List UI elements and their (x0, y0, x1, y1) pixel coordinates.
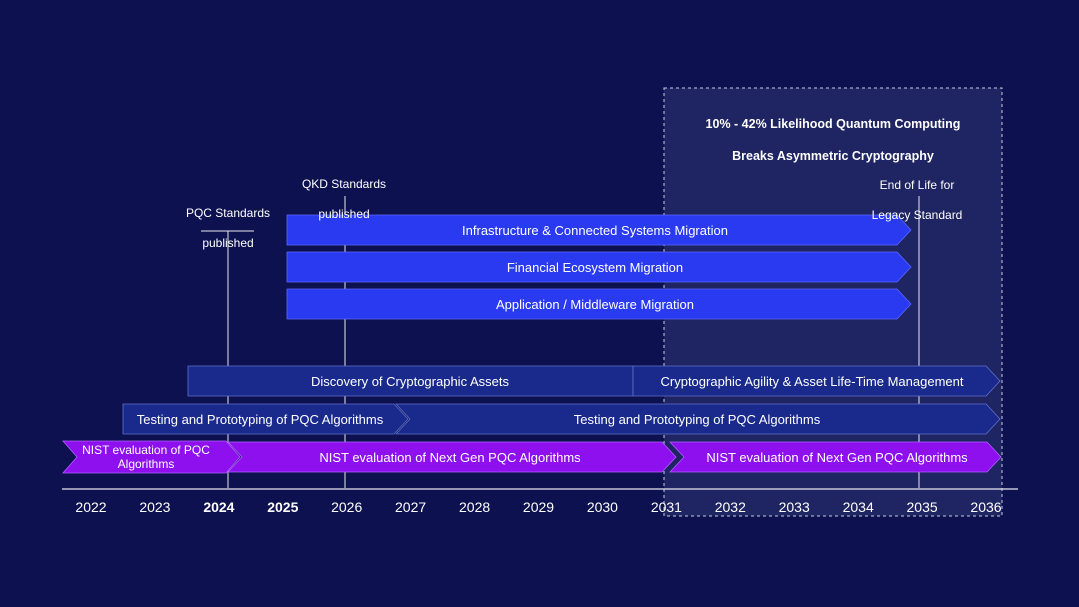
year-label-2034: 2034 (843, 499, 874, 515)
year-label-2022: 2022 (75, 499, 106, 515)
discovery-assets-label: Discovery of Cryptographic Assets (311, 374, 509, 389)
nist-eval-next-gen-2-label: NIST evaluation of Next Gen PQC Algorith… (706, 450, 968, 465)
year-label-2032: 2032 (715, 499, 746, 515)
infrastructure-migration-bar: Infrastructure & Connected Systems Migra… (286, 214, 912, 246)
qkd-standards-line1: QKD Standards (301, 177, 387, 191)
application-migration-label: Application / Middleware Migration (496, 297, 694, 312)
discovery-assets-bar: Discovery of Cryptographic Assets (187, 365, 634, 397)
pqc-standards-line1: PQC Standards (185, 206, 271, 220)
quantum-risk-title-line1: 10% - 42% Likelihood Quantum Computing (705, 117, 961, 131)
application-migration-bar: Application / Middleware Migration (286, 288, 912, 320)
financial-migration-label: Financial Ecosystem Migration (507, 260, 683, 275)
year-label-2035: 2035 (907, 499, 938, 515)
year-label-2036: 2036 (970, 499, 1001, 515)
quantum-risk-title-line2: Breaks Asymmetric Cryptography (732, 149, 934, 163)
end-of-life-line1: End of Life for (879, 178, 955, 192)
year-label-2023: 2023 (139, 499, 170, 515)
qkd-standards-line2: published (318, 207, 370, 221)
nist-eval-pqc-label-line1: NIST evaluation of PQC (82, 443, 210, 457)
crypto-agility-label: Cryptographic Agility & Asset Life-Time … (661, 374, 964, 389)
nist-eval-next-gen-1-label: NIST evaluation of Next Gen PQC Algorith… (319, 450, 581, 465)
year-label-2028: 2028 (459, 499, 490, 515)
qkd-standards-annotation: QKD Standards published (284, 162, 404, 237)
quantum-risk-title: 10% - 42% Likelihood Quantum Computing B… (664, 100, 1002, 180)
infrastructure-migration-label: Infrastructure & Connected Systems Migra… (462, 223, 728, 238)
year-label-2030: 2030 (587, 499, 618, 515)
nist-eval-next-gen-2-bar: NIST evaluation of Next Gen PQC Algorith… (669, 441, 1002, 473)
nist-eval-pqc-label-line2: Algorithms (118, 457, 175, 471)
end-of-life-annotation: End of Life for Legacy Standard (852, 163, 982, 238)
nist-eval-next-gen-1-bar: NIST evaluation of Next Gen PQC Algorith… (227, 441, 677, 473)
pqc-standards-line2: published (202, 236, 254, 250)
year-labels: 2022 2023 2024 2025 2026 2027 2028 2029 2030 2031… (75, 499, 1001, 515)
pqc-standards-annotation: PQC Standards published (168, 191, 288, 266)
year-label-2033: 2033 (779, 499, 810, 515)
testing-prototyping-2-bar: Testing and Prototyping of PQC Algorithm… (395, 403, 1001, 435)
financial-migration-bar: Financial Ecosystem Migration (286, 251, 912, 283)
year-label-2029: 2029 (523, 499, 554, 515)
year-label-2027: 2027 (395, 499, 426, 515)
year-label-2025: 2025 (267, 499, 298, 515)
testing-prototyping-1-bar: Testing and Prototyping of PQC Algorithm… (122, 403, 409, 435)
nist-eval-pqc-bar: NIST evaluation of PQC Algorithms (62, 440, 241, 474)
crypto-agility-bar: Cryptographic Agility & Asset Life-Time … (632, 365, 1001, 397)
year-label-2024: 2024 (203, 499, 234, 515)
year-label-2026: 2026 (331, 499, 362, 515)
testing-prototyping-1-label: Testing and Prototyping of PQC Algorithm… (137, 412, 384, 427)
year-label-2031: 2031 (651, 499, 682, 515)
end-of-life-line2: Legacy Standard (871, 208, 963, 222)
testing-prototyping-2-label: Testing and Prototyping of PQC Algorithm… (574, 412, 821, 427)
